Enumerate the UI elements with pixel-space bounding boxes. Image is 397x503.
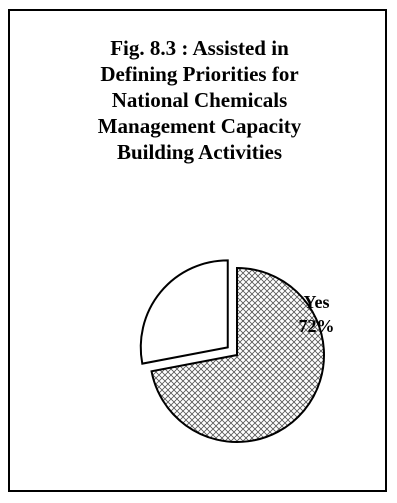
slice-label-percent: 72% [299, 316, 335, 336]
pie-slice-yes [150, 266, 325, 443]
pie-labels: Yes 72% [299, 292, 335, 336]
pie-slices [139, 259, 325, 443]
pie-slice-other [139, 259, 229, 365]
slice-label-name: Yes [304, 292, 330, 312]
chart-title: Fig. 8.3 : Assisted in Defining Prioriti… [97, 36, 302, 164]
